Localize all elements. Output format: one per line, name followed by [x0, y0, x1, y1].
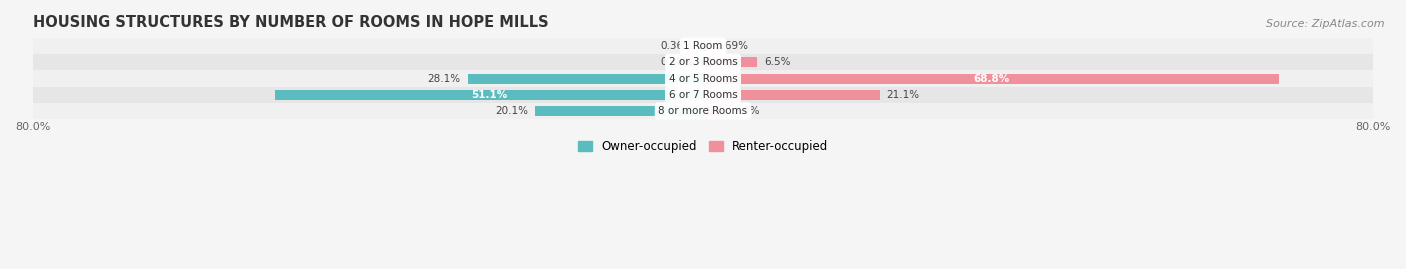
Bar [32, 70, 1374, 87]
Legend: Owner-occupied, Renter-occupied: Owner-occupied, Renter-occupied [572, 135, 834, 158]
Text: 2.8%: 2.8% [733, 106, 759, 116]
Text: 2 or 3 Rooms: 2 or 3 Rooms [669, 57, 737, 68]
Bar [468, 74, 703, 84]
Text: 21.1%: 21.1% [887, 90, 920, 100]
Bar [32, 38, 1374, 54]
Bar [703, 57, 758, 68]
Text: 0.38%: 0.38% [659, 57, 693, 68]
Text: 28.1%: 28.1% [427, 74, 461, 84]
Text: 6 or 7 Rooms: 6 or 7 Rooms [669, 90, 737, 100]
Bar [534, 106, 703, 116]
Bar [703, 90, 880, 100]
Text: 1 Room: 1 Room [683, 41, 723, 51]
Bar [32, 87, 1374, 103]
Text: Source: ZipAtlas.com: Source: ZipAtlas.com [1267, 19, 1385, 29]
Text: 51.1%: 51.1% [471, 90, 508, 100]
Bar [703, 106, 727, 116]
Bar [32, 103, 1374, 119]
Text: 4 or 5 Rooms: 4 or 5 Rooms [669, 74, 737, 84]
Text: 8 or more Rooms: 8 or more Rooms [658, 106, 748, 116]
Bar [703, 74, 1279, 84]
Bar [32, 54, 1374, 70]
Bar [700, 57, 703, 68]
Text: 6.5%: 6.5% [765, 57, 790, 68]
Text: 20.1%: 20.1% [495, 106, 527, 116]
Text: 0.36%: 0.36% [661, 41, 693, 51]
Text: HOUSING STRUCTURES BY NUMBER OF ROOMS IN HOPE MILLS: HOUSING STRUCTURES BY NUMBER OF ROOMS IN… [32, 15, 548, 30]
Bar [700, 41, 703, 51]
Text: 0.69%: 0.69% [716, 41, 748, 51]
Bar [703, 41, 709, 51]
Text: 68.8%: 68.8% [973, 74, 1010, 84]
Bar [274, 90, 703, 100]
